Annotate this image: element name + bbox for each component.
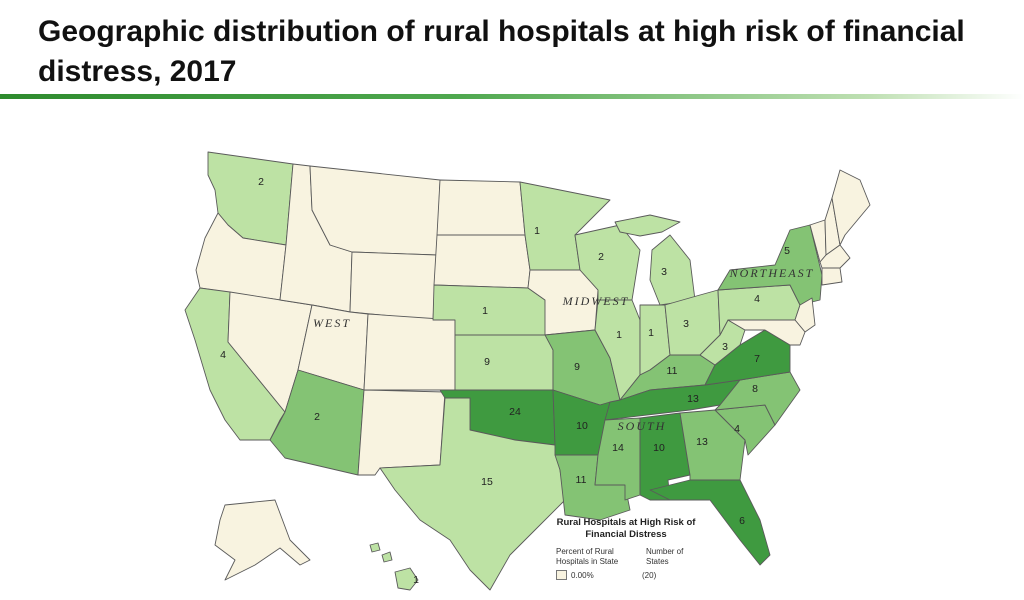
state-MI[interactable] xyxy=(649,234,696,306)
state-NJ[interactable] xyxy=(794,297,816,333)
count-FL: 6 xyxy=(739,515,745,527)
state-MT[interactable] xyxy=(309,165,441,256)
state-HI-2[interactable] xyxy=(369,542,381,553)
page-title: Geographic distribution of rural hospita… xyxy=(38,15,965,88)
state-MI-UP[interactable] xyxy=(614,214,681,237)
count-NC: 8 xyxy=(752,383,758,395)
count-MI: 3 xyxy=(661,266,667,278)
state-SD[interactable] xyxy=(433,234,531,289)
count-WA: 2 xyxy=(258,176,264,188)
count-MN: 1 xyxy=(534,225,540,237)
state-AK[interactable] xyxy=(214,499,311,581)
count-NE: 1 xyxy=(482,305,488,317)
count-AL: 10 xyxy=(653,442,665,454)
count-AR: 10 xyxy=(576,420,588,432)
legend-col-states: Number of States xyxy=(646,547,684,566)
state-WY[interactable] xyxy=(349,251,438,321)
count-AZ: 2 xyxy=(314,411,320,423)
count-NY: 5 xyxy=(784,245,790,257)
count-MS: 14 xyxy=(612,442,624,454)
count-KY: 11 xyxy=(667,365,678,377)
count-IL: 1 xyxy=(616,329,622,341)
map-legend: Rural Hospitals at High Risk of Financia… xyxy=(556,517,696,580)
count-KS: 9 xyxy=(484,356,490,368)
count-HI: 1 xyxy=(413,574,419,586)
count-GA: 13 xyxy=(696,436,708,448)
region-northeast: NORTHEAST xyxy=(729,266,815,280)
count-LA: 11 xyxy=(576,474,587,486)
count-TX: 15 xyxy=(481,476,493,488)
state-HI[interactable] xyxy=(394,567,419,591)
state-HI-3[interactable] xyxy=(381,551,393,563)
legend-header: Percent of Rural Hospitals in State Numb… xyxy=(556,547,696,567)
region-south: SOUTH xyxy=(618,419,667,433)
state-ME[interactable] xyxy=(831,169,871,246)
state-KS[interactable] xyxy=(454,334,554,391)
count-TN: 13 xyxy=(687,393,699,405)
count-SC: 4 xyxy=(734,423,740,435)
legend-row-label: 0.00% xyxy=(571,570,594,580)
state-FL[interactable] xyxy=(649,479,771,566)
title-divider xyxy=(0,94,1024,99)
count-IN: 1 xyxy=(648,327,654,339)
legend-title: Rural Hospitals at High Risk of Financia… xyxy=(556,517,696,540)
count-VA: 7 xyxy=(754,353,760,365)
count-OH: 3 xyxy=(683,318,689,330)
state-ND[interactable] xyxy=(436,179,526,236)
state-NY[interactable] xyxy=(717,224,823,306)
legend-col-percent: Percent of Rural Hospitals in State xyxy=(556,547,619,566)
state-TX[interactable] xyxy=(379,397,566,591)
count-WV: 3 xyxy=(722,341,728,353)
region-west: WEST xyxy=(313,316,351,330)
us-map: 2 4 2 1 9 24 15 1 9 10 11 2 1 3 1 3 11 1… xyxy=(184,151,871,591)
state-CO[interactable] xyxy=(363,313,456,391)
region-midwest: MIDWEST xyxy=(562,294,630,308)
count-WI: 2 xyxy=(598,251,604,263)
state-NM[interactable] xyxy=(357,389,446,476)
state-MD[interactable] xyxy=(727,319,806,346)
legend-row: 0.00% (20) xyxy=(556,570,696,580)
count-CA: 4 xyxy=(220,349,226,361)
legend-swatch xyxy=(556,570,567,580)
count-OK: 24 xyxy=(509,406,521,418)
state-CT[interactable] xyxy=(821,267,843,286)
legend-row-states: (20) xyxy=(642,570,657,580)
count-PA: 4 xyxy=(754,293,760,305)
count-MO: 9 xyxy=(574,361,580,373)
